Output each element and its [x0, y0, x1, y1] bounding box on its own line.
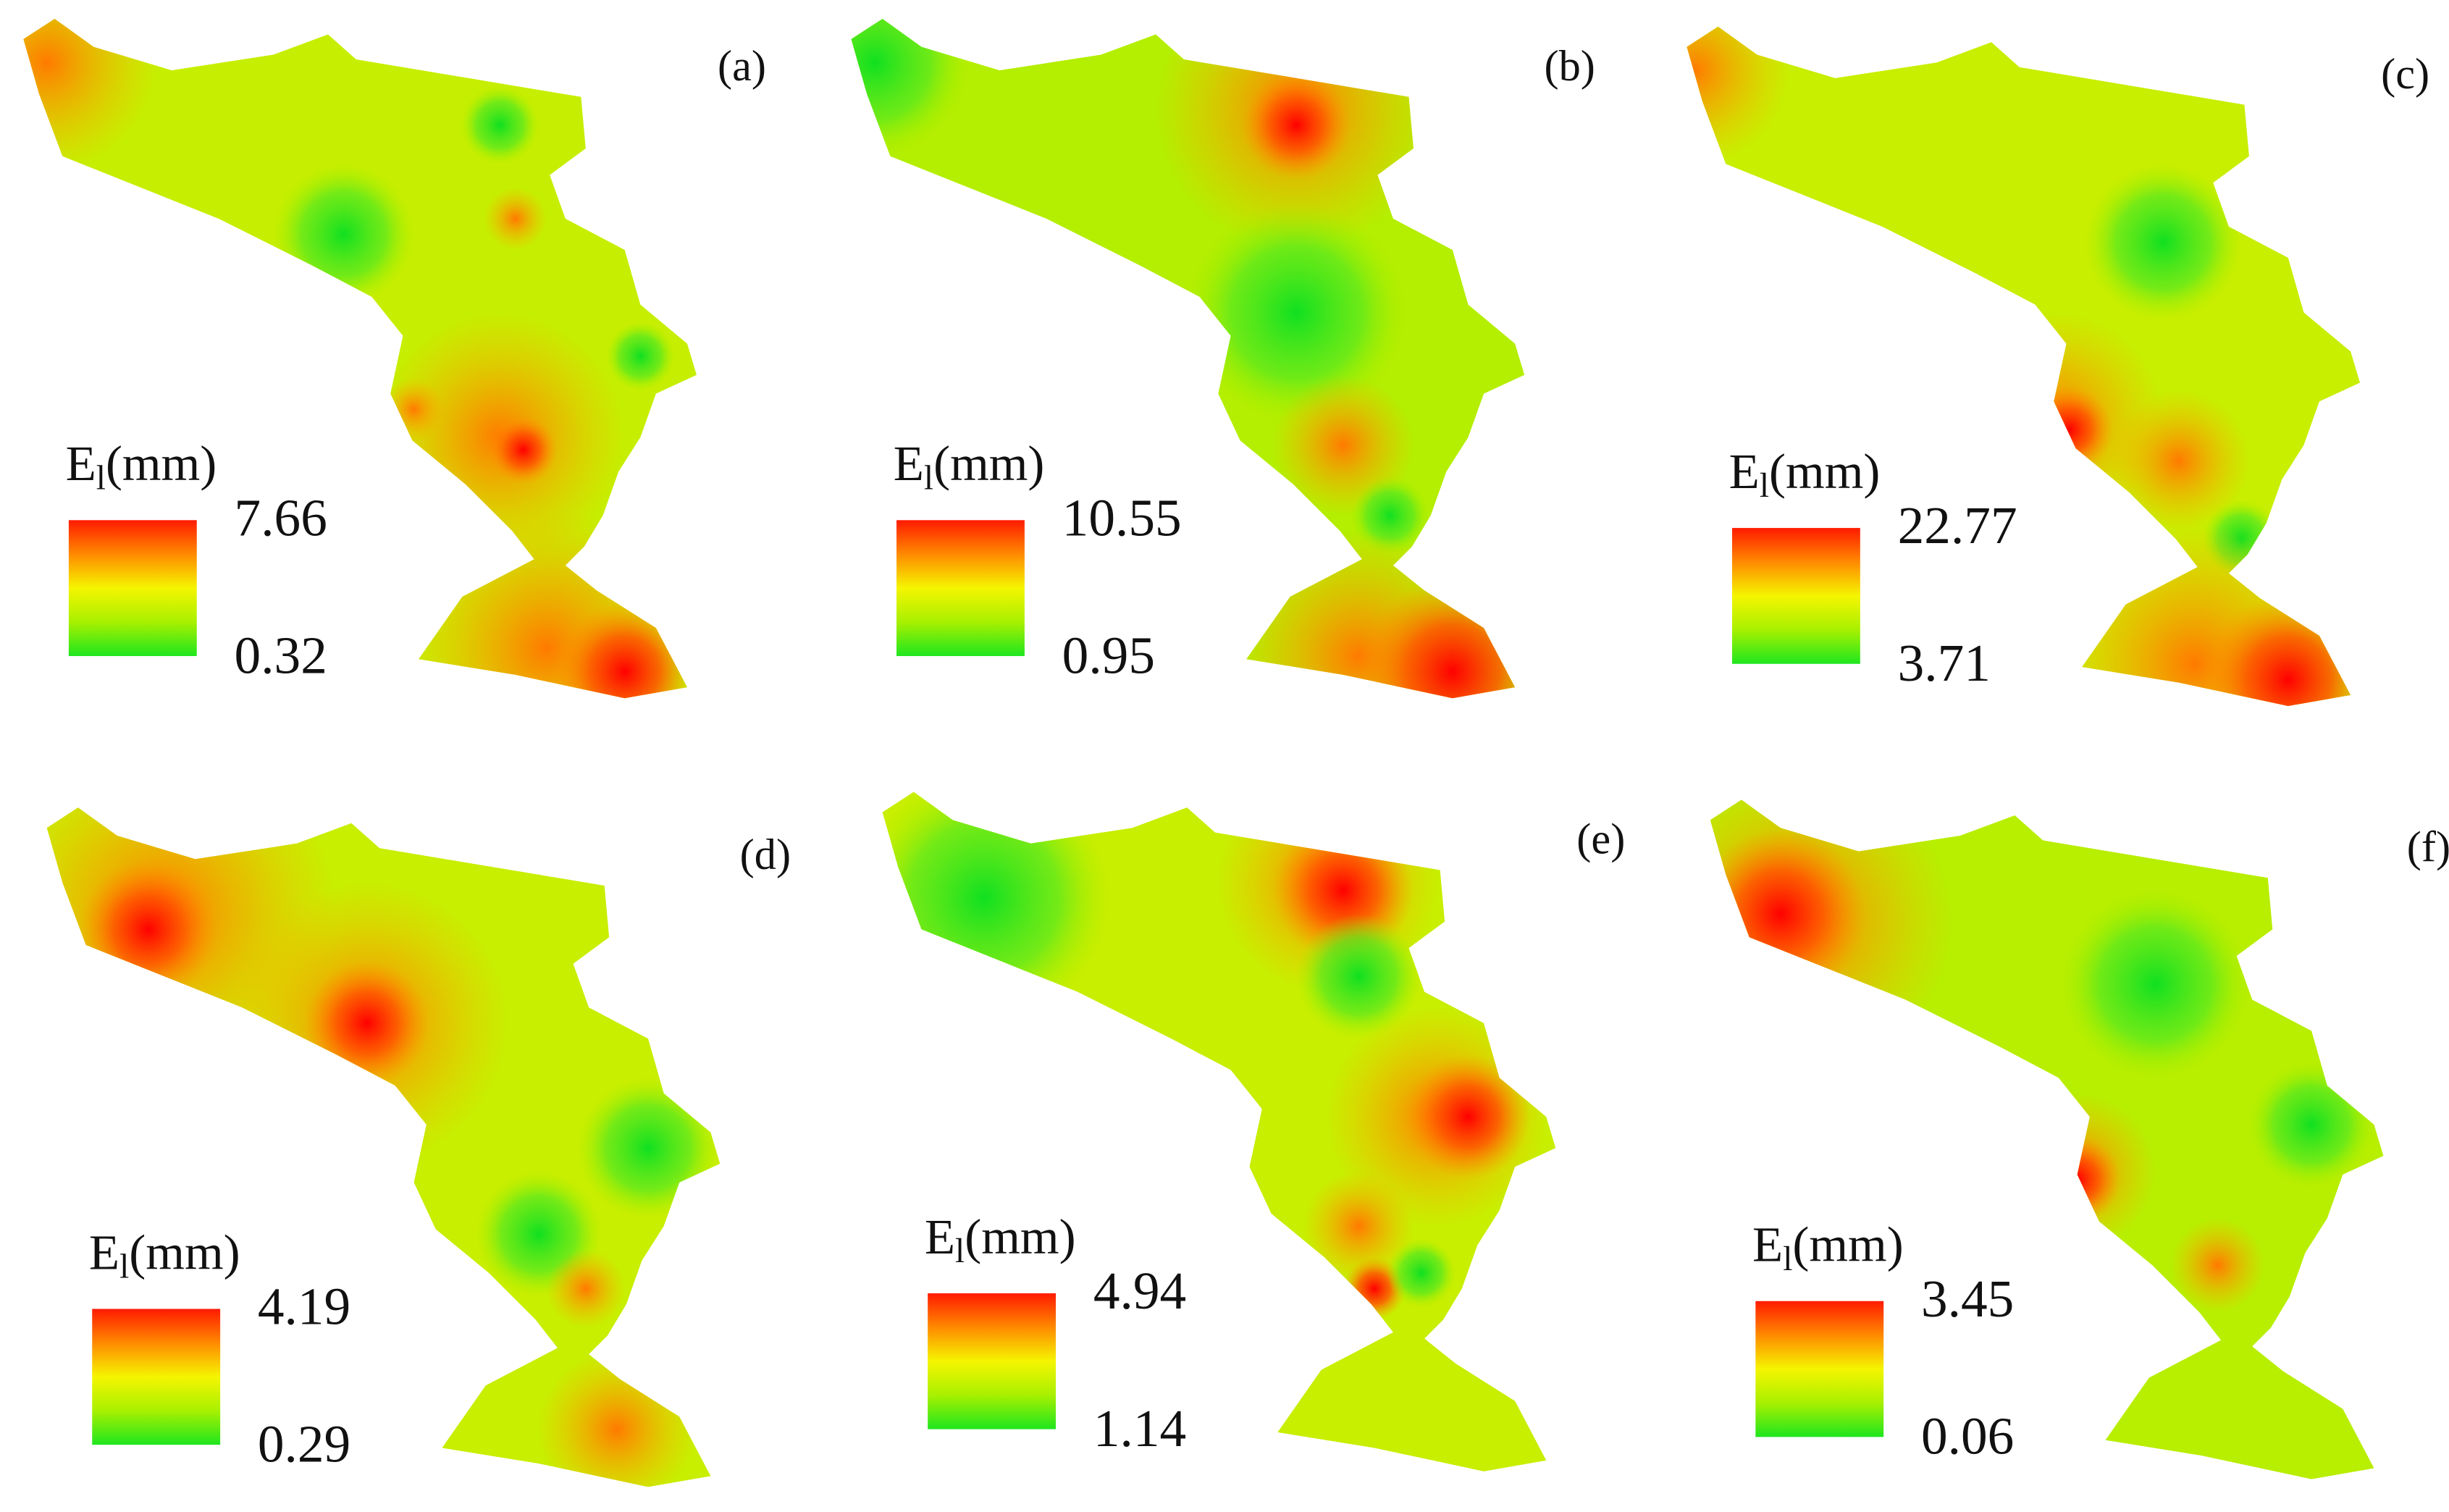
legend-max: 3.45 — [1921, 1269, 2014, 1328]
legend-title: El(mm) — [1752, 1216, 1904, 1277]
hotspot — [2202, 593, 2361, 706]
hotspot — [2248, 1062, 2374, 1188]
legend-min: 0.95 — [1062, 626, 1155, 684]
hotspot — [851, 18, 969, 156]
hotspot — [273, 164, 414, 305]
panel: (f) El(mm) 3.45 0.06 — [1710, 799, 2449, 1479]
panel-label: (d) — [740, 831, 791, 879]
legend-title: El(mm) — [66, 435, 217, 497]
hotspot — [2108, 390, 2249, 532]
legend-symbol: E — [1729, 443, 1760, 499]
legend-title: El(mm) — [1729, 443, 1881, 505]
legend-subscript: l — [119, 1248, 129, 1286]
legend-max: 22.77 — [1898, 496, 2017, 555]
hotspot — [2033, 1135, 2122, 1223]
hotspot — [2062, 890, 2249, 1078]
legend-symbol: E — [925, 1209, 955, 1264]
hotspot — [546, 1249, 625, 1328]
legend-unit: (mm) — [1792, 1216, 1903, 1272]
legend-min: 0.29 — [258, 1414, 350, 1473]
hotspot — [489, 415, 558, 484]
legend-symbol: E — [894, 435, 924, 491]
legend-subscript: l — [924, 459, 933, 497]
panel-label: (e) — [1576, 815, 1625, 864]
hotspot — [304, 960, 430, 1086]
hotspot — [1686, 26, 1789, 164]
legend-unit: (mm) — [1769, 443, 1880, 499]
hotspot — [539, 1351, 695, 1487]
hotspot — [1999, 1093, 2156, 1250]
legend-unit: (mm) — [129, 1224, 240, 1280]
panel-label: (a) — [718, 42, 766, 91]
hotspot — [2025, 385, 2114, 474]
legend-max: 7.66 — [235, 488, 327, 547]
panel: (e) El(mm) 4.94 1.14 — [882, 791, 1625, 1471]
legend-subscript: l — [96, 459, 106, 497]
legend-min: 1.14 — [1093, 1399, 1186, 1458]
hotspot — [1387, 1238, 1456, 1308]
legend-max: 10.55 — [1062, 488, 1182, 547]
legend-ramp — [896, 520, 1025, 656]
panel-label: (c) — [2381, 50, 2429, 98]
hotspot — [1187, 203, 1406, 422]
legend-unit: (mm) — [933, 435, 1044, 491]
legend-ramp — [1755, 1301, 1884, 1437]
hotspot — [578, 1078, 719, 1219]
legend-title: El(mm) — [894, 435, 1045, 497]
hotspot — [1296, 913, 1421, 1039]
hotspot — [1710, 828, 1867, 1000]
hotspot — [1406, 1054, 1531, 1180]
legend-symbol: E — [1752, 1216, 1783, 1272]
legend-min: 3.71 — [1898, 634, 1991, 692]
legend-subscript: l — [955, 1232, 965, 1270]
hotspot — [2085, 164, 2242, 321]
legend-min: 0.06 — [1921, 1407, 2014, 1466]
panel-label: (f) — [2407, 823, 2449, 871]
legend-max: 4.19 — [258, 1277, 350, 1336]
legend-symbol: E — [66, 435, 96, 491]
hotspot — [882, 791, 1109, 1023]
legend-ramp — [92, 1309, 221, 1445]
panel: (a) El(mm) 7.66 0.32 — [23, 18, 766, 699]
hotspot — [1241, 70, 1351, 180]
legend-ramp — [1731, 528, 1860, 664]
hotspot — [1358, 578, 1525, 699]
legend-title: El(mm) — [925, 1209, 1076, 1270]
hotspot — [461, 85, 539, 164]
legend-unit: (mm) — [106, 435, 217, 491]
hotspot — [382, 378, 445, 441]
panel-label: (b) — [1544, 42, 1595, 91]
legend-min: 0.32 — [235, 626, 327, 684]
hotspot — [2171, 1218, 2265, 1312]
panel: (d) El(mm) 4.19 0.29 — [46, 807, 791, 1487]
legend-max: 4.94 — [1093, 1261, 1186, 1320]
hotspot — [605, 322, 675, 391]
hotspot — [77, 859, 219, 1000]
legend-subscript: l — [1783, 1240, 1792, 1278]
legend-unit: (mm) — [965, 1209, 1075, 1264]
legend-ramp — [68, 520, 197, 656]
hotspot — [484, 187, 547, 251]
panel: (c) El(mm) 22.77 3.71 — [1686, 26, 2429, 706]
panel: (b) El(mm) 10.55 0.95 — [851, 18, 1595, 699]
legend-symbol: E — [89, 1224, 119, 1280]
hotspot — [23, 18, 156, 172]
hotspot — [554, 601, 695, 699]
hotspot — [1304, 1171, 1413, 1281]
legend-subscript: l — [1760, 467, 1769, 505]
legend-title: El(mm) — [89, 1224, 240, 1285]
legend-ramp — [928, 1293, 1057, 1429]
